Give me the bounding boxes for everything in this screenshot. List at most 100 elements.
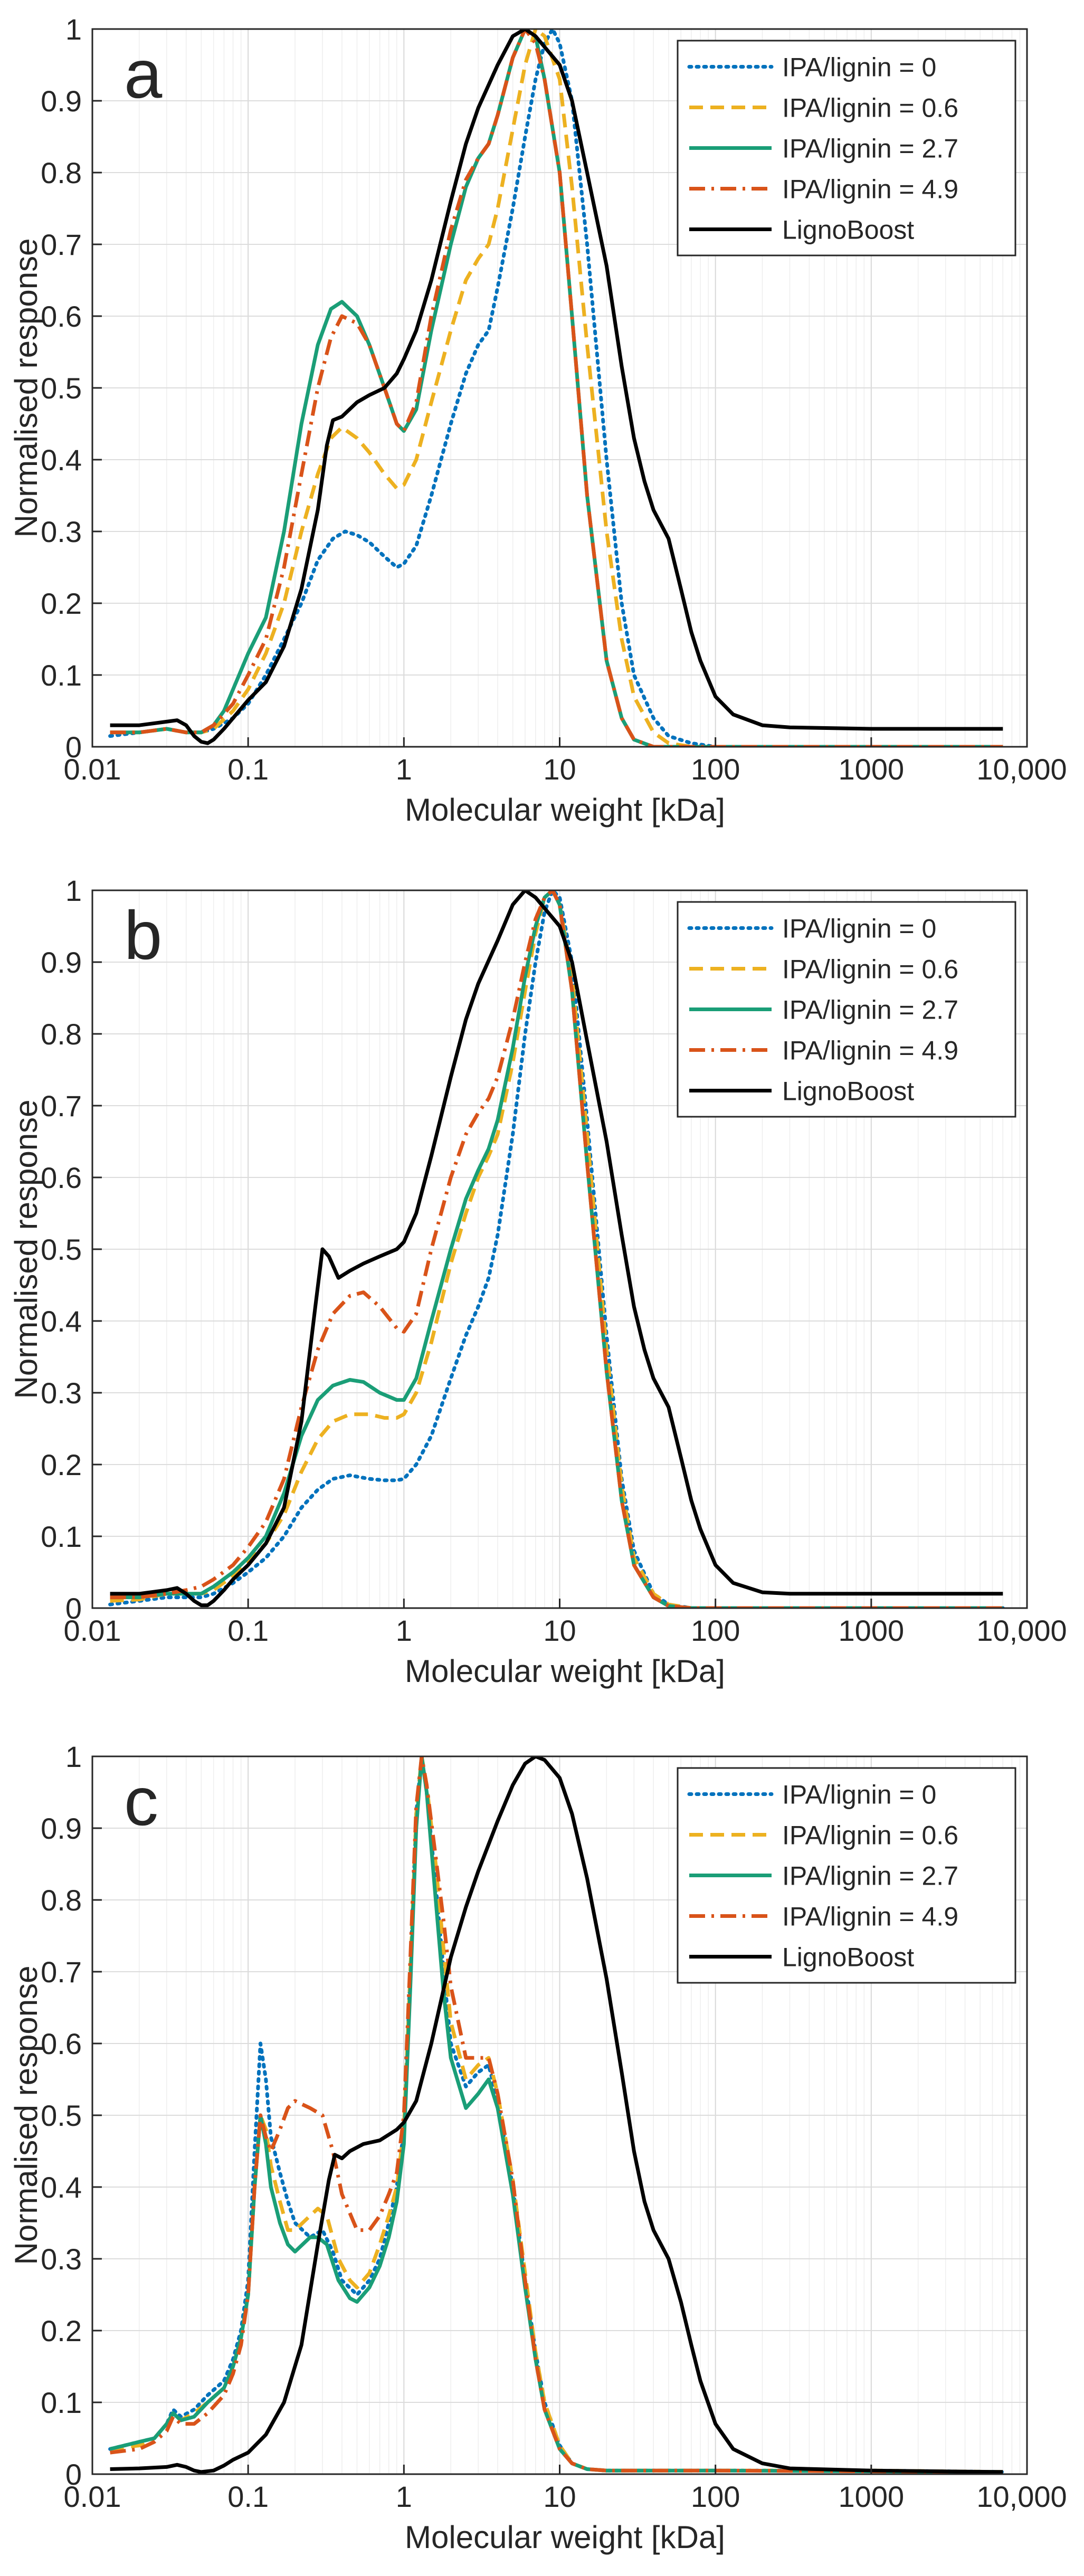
y-axis: 0 0.1 0.2 0.3 0.4 0.5 0.6 0.7 0.8 0.9 1 Normalised … xyxy=(8,1740,102,2491)
x-tick-label: 0.1 xyxy=(227,753,269,786)
x-tick-label: 10 xyxy=(543,753,576,786)
y-tick-label: 1 xyxy=(65,874,82,907)
series-line-2 xyxy=(110,29,1003,747)
y-tick-label: 0.2 xyxy=(41,1448,82,1481)
y-tick-label: 0.3 xyxy=(41,515,82,548)
x-tick-label: 1000 xyxy=(839,1614,905,1647)
panel-label: a xyxy=(124,35,163,112)
x-tick-label: 0.1 xyxy=(227,1614,269,1647)
x-tick-label: 0.01 xyxy=(64,753,121,786)
x-tick-label: 1 xyxy=(396,2480,412,2513)
y-tick-label: 0.8 xyxy=(41,1018,82,1051)
legend-entry: IPA/lignin = 0.6 xyxy=(782,955,958,984)
legend-entry: IPA/lignin = 2.7 xyxy=(782,134,958,164)
x-tick-label: 10,000 xyxy=(976,2480,1067,2513)
y-tick-label: 0.1 xyxy=(41,2386,82,2419)
y-tick-label: 0 xyxy=(65,2458,82,2491)
legend: IPA/lignin = 0 IPA/lignin = 0.6 IPA/lignin… xyxy=(677,1767,1016,1984)
y-tick-label: 0.4 xyxy=(41,2171,82,2204)
y-tick-label: 0.7 xyxy=(41,228,82,261)
legend-entry: IPA/lignin = 0.6 xyxy=(782,1821,958,1850)
series-line-4 xyxy=(110,890,1003,1608)
series-line-5 xyxy=(110,1756,1003,2474)
y-tick-label: 1 xyxy=(65,1740,82,1773)
x-tick-label: 10,000 xyxy=(976,1614,1067,1647)
x-tick-label: 10 xyxy=(543,1614,576,1647)
y-tick-label: 0.6 xyxy=(41,300,82,333)
legend-entry: IPA/lignin = 4.9 xyxy=(782,1036,958,1066)
y-axis-label: Normalised response xyxy=(8,1100,44,1399)
y-tick-label: 0 xyxy=(65,1592,82,1625)
x-axis-label: Molecular weight [kDa] xyxy=(405,1653,725,1689)
y-tick-label: 0.6 xyxy=(41,2027,82,2060)
x-axis: 0.01 0.1 1 10 100 1000 10,000 Molecular weight … xyxy=(64,2465,1067,2555)
y-tick-label: 0.1 xyxy=(41,659,82,692)
y-tick-label: 0 xyxy=(65,730,82,764)
x-axis: 0.01 0.1 1 10 100 1000 10,000 Molecular weight … xyxy=(64,737,1067,828)
legend-entry: IPA/lignin = 2.7 xyxy=(782,1861,958,1891)
y-tick-label: 0.9 xyxy=(41,84,82,118)
y-tick-label: 0.5 xyxy=(41,1233,82,1266)
y-tick-label: 0.2 xyxy=(41,587,82,620)
x-tick-label: 1 xyxy=(396,753,412,786)
legend-entry: IPA/lignin = 0 xyxy=(782,914,936,944)
y-tick-label: 0.8 xyxy=(41,156,82,189)
legend-entry: IPA/lignin = 0.6 xyxy=(782,93,958,123)
x-axis: 0.01 0.1 1 10 100 1000 10,000 Molecular weight … xyxy=(64,1599,1067,1689)
legend-entry: IPA/lignin = 2.7 xyxy=(782,995,958,1025)
y-tick-label: 0.2 xyxy=(41,2314,82,2347)
y-tick-label: 0.3 xyxy=(41,1376,82,1410)
legend: IPA/lignin = 0 IPA/lignin = 0.6 IPA/lignin… xyxy=(677,901,1016,1118)
series-line-2 xyxy=(110,890,1003,1608)
chart-panel-b: 0.01 0.1 1 10 100 1000 10,000 Molecular weight … xyxy=(8,874,1067,1689)
y-tick-label: 0.3 xyxy=(41,2242,82,2276)
legend-entry: IPA/lignin = 4.9 xyxy=(782,1902,958,1932)
y-tick-label: 1 xyxy=(65,13,82,46)
legend-entry: IPA/lignin = 4.9 xyxy=(782,175,958,204)
y-axis-label: Normalised response xyxy=(8,239,44,538)
y-tick-label: 0.7 xyxy=(41,1955,82,1989)
legend-entry: LignoBoost xyxy=(782,1943,914,1972)
x-tick-label: 100 xyxy=(691,753,740,786)
x-axis-label: Molecular weight [kDa] xyxy=(405,792,725,828)
legend-entry: IPA/lignin = 0 xyxy=(782,1780,936,1810)
series-line-5 xyxy=(110,890,1003,1608)
x-tick-label: 10,000 xyxy=(976,753,1067,786)
y-tick-label: 0.5 xyxy=(41,372,82,405)
x-tick-label: 10 xyxy=(543,2480,576,2513)
y-tick-label: 0.4 xyxy=(41,1305,82,1338)
y-tick-label: 0.4 xyxy=(41,443,82,477)
x-tick-label: 100 xyxy=(691,1614,740,1647)
y-tick-label: 0.8 xyxy=(41,1884,82,1917)
y-tick-label: 0.9 xyxy=(41,946,82,979)
x-tick-label: 1000 xyxy=(839,2480,905,2513)
x-tick-label: 0.01 xyxy=(64,1614,121,1647)
y-tick-label: 0.1 xyxy=(41,1520,82,1553)
x-tick-label: 1000 xyxy=(839,753,905,786)
y-axis-label: Normalised response xyxy=(8,1966,44,2265)
y-tick-label: 0.5 xyxy=(41,2099,82,2132)
y-axis: 0 0.1 0.2 0.3 0.4 0.5 0.6 0.7 0.8 0.9 1 Normalised … xyxy=(8,13,102,764)
x-tick-label: 0.01 xyxy=(64,2480,121,2513)
y-tick-label: 0.7 xyxy=(41,1089,82,1123)
series-line-1 xyxy=(108,1756,1005,2474)
panel-label: b xyxy=(124,897,162,974)
series-line-5 xyxy=(110,29,1003,745)
legend-entry: LignoBoost xyxy=(782,215,914,245)
series-line-1 xyxy=(108,29,1005,747)
legend: IPA/lignin = 0 IPA/lignin = 0.6 IPA/lignin… xyxy=(677,40,1016,256)
grid xyxy=(92,28,1027,747)
y-tick-label: 0.9 xyxy=(41,1812,82,1845)
y-tick-label: 0.6 xyxy=(41,1161,82,1194)
series-line-1 xyxy=(108,890,1005,1608)
x-tick-label: 100 xyxy=(691,2480,740,2513)
legend-entry: LignoBoost xyxy=(782,1077,914,1106)
legend-entry: IPA/lignin = 0 xyxy=(782,53,936,82)
x-axis-label: Molecular weight [kDa] xyxy=(405,2520,725,2555)
x-tick-label: 0.1 xyxy=(227,2480,269,2513)
series-line-3 xyxy=(109,1756,1003,2474)
y-axis: 0 0.1 0.2 0.3 0.4 0.5 0.6 0.7 0.8 0.9 1 Normalised … xyxy=(8,874,102,1625)
